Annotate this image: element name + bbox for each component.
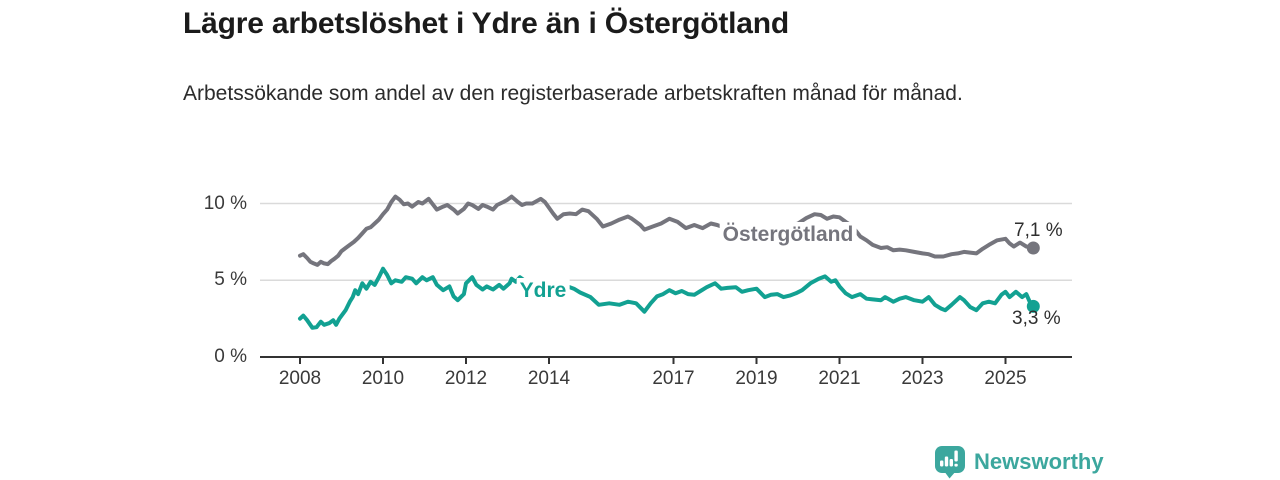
newsworthy-logo: Newsworthy bbox=[934, 445, 1104, 479]
x-axis-label: 2023 bbox=[901, 368, 944, 389]
series-label-ostergotland: Östergötland bbox=[719, 222, 857, 248]
x-axis-label: 2025 bbox=[984, 368, 1027, 389]
x-axis-label: 2010 bbox=[361, 368, 405, 389]
chart-subtitle: Arbetssökande som andel av den registerb… bbox=[183, 82, 963, 105]
series-line-ydre bbox=[298, 266, 1036, 330]
x-axis-label: 2012 bbox=[444, 368, 488, 389]
value-label-ostergotland: 7,1 % bbox=[1014, 220, 1063, 241]
series-label-ydre: Ydre bbox=[516, 278, 570, 304]
y-axis-label: 10 % bbox=[203, 192, 247, 214]
y-axis-label: 5 % bbox=[214, 269, 247, 291]
x-axis-label: 2014 bbox=[527, 368, 571, 389]
end-dot-ostergotland bbox=[1026, 241, 1040, 255]
x-axis-label: 2017 bbox=[652, 368, 695, 389]
chart-title: Lägre arbetslöshet i Ydre än i Östergötl… bbox=[183, 7, 790, 40]
series-line-ostergotland bbox=[298, 194, 1036, 267]
end-dot-ydre bbox=[1026, 299, 1040, 313]
x-axis-label: 2019 bbox=[735, 368, 778, 389]
x-axis-label: 2021 bbox=[818, 368, 861, 389]
value-label-ydre: 3,3 % bbox=[1012, 308, 1061, 329]
newsworthy-bars-icon bbox=[935, 446, 965, 479]
x-axis-label: 2008 bbox=[278, 368, 322, 389]
newsworthy-wordmark: Newsworthy bbox=[974, 449, 1104, 474]
y-axis-label: 0 % bbox=[214, 346, 247, 367]
